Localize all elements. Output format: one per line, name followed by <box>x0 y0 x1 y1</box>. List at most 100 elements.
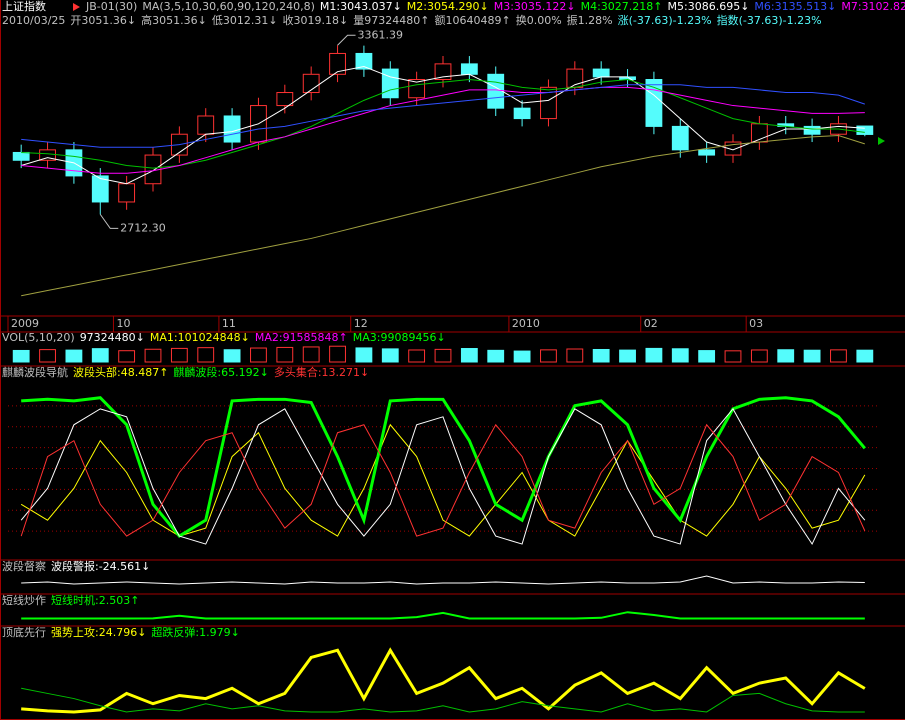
date-label: 12 <box>354 317 368 330</box>
volume-bar <box>856 349 874 363</box>
candle-body <box>434 63 452 81</box>
candle-body <box>381 68 399 99</box>
volume-bar <box>329 345 346 363</box>
volume-bar <box>197 347 215 363</box>
volume-bar <box>619 349 636 363</box>
volume-bar <box>276 346 294 363</box>
candle-body <box>460 63 478 75</box>
indicator-line <box>21 611 865 620</box>
volume-bar <box>39 349 56 363</box>
indicator-line <box>21 687 865 713</box>
candle-body <box>223 115 241 143</box>
volume-bar <box>381 348 399 363</box>
annotation: 3361.39 <box>358 28 404 41</box>
label-item: JB-01(30) <box>85 0 137 13</box>
label-item: MA3:99089456↓ <box>353 331 446 344</box>
candle-body <box>540 86 557 120</box>
candle-body <box>12 151 30 161</box>
volume-bar <box>487 349 505 363</box>
indicator-line <box>20 423 866 537</box>
date-label: 2010 <box>512 317 540 330</box>
label-item: 额10640489↑ <box>435 14 511 27</box>
volume-bar <box>777 349 795 363</box>
volume-bar <box>698 350 716 363</box>
title: 上证指数 <box>2 0 46 13</box>
volume-bar <box>118 350 136 363</box>
volume-bar <box>144 348 162 363</box>
indicator-line <box>21 575 865 585</box>
volume-bar <box>408 349 426 363</box>
annotation-leader <box>337 34 356 46</box>
panel-label: 麒麟波段导航 波段头部:48.487↑ 麒麟波段:65.192↓ 多头集合:13.27… <box>2 365 369 379</box>
volume-bar <box>170 347 188 363</box>
label-item: 短线时机:2.503↑ <box>51 593 139 607</box>
date-label: 2009 <box>11 317 39 330</box>
candle-body <box>671 125 689 151</box>
label-item: 顶底先行 <box>2 625 46 639</box>
label-item: 2010/03/25 <box>2 14 65 27</box>
indicator-line <box>21 84 865 148</box>
volume-bar <box>434 348 452 363</box>
volume-bar <box>750 349 768 363</box>
candle-body <box>513 107 531 120</box>
label-item: 超跌反弹:1.979↓ <box>151 625 239 639</box>
label-item: M6:3135.513↓ <box>754 0 836 13</box>
candle-body <box>39 149 56 161</box>
candle-body <box>645 79 663 127</box>
label-item: 波段督察 <box>2 559 46 573</box>
label-item: MA1:101024848↓ <box>150 331 250 344</box>
panel-label: 顶底先行 强势上攻:24.796↓ 超跌反弹:1.979↓ <box>2 625 240 639</box>
volume-bar <box>671 348 689 363</box>
annotation-leader <box>99 214 119 229</box>
label-item: 指数(-37.63)-1.23% <box>717 13 822 27</box>
panel-label: 短线炒作 短线时机:2.503↑ <box>2 593 139 607</box>
label-item: M3:3035.122↓ <box>494 0 576 13</box>
label-item: 开3051.36↓ <box>70 14 136 27</box>
candle-body <box>91 175 109 203</box>
volume-bar <box>223 349 241 363</box>
indicator-line <box>21 86 865 174</box>
label-item: MA(3,5,10,30,60,90,120,240,8) <box>142 0 315 13</box>
volume-bar <box>540 349 557 363</box>
label-item: 麒麟波段:65.192↓ <box>173 365 268 379</box>
label-item: 多头集合:13.271↓ <box>274 365 369 379</box>
label-item: 97324480↓ <box>80 331 145 344</box>
header-row: JB-01(30) MA(3,5,10,30,60,90,120,240,8) M1… <box>85 0 905 13</box>
candle-body <box>487 73 505 109</box>
date-label: 03 <box>749 317 763 330</box>
indicator-line <box>21 65 865 185</box>
candle-body <box>197 115 215 135</box>
candle-body <box>355 52 373 70</box>
label-item: M7:3102.821↑ <box>841 0 905 13</box>
candle-body <box>856 125 874 135</box>
volume-bar <box>592 348 610 363</box>
date-label: 10 <box>116 317 130 330</box>
volume-bar <box>91 348 109 363</box>
volume-bar <box>830 349 847 363</box>
label-item: 短线炒作 <box>2 593 46 607</box>
label-item: MA2:91585848↑ <box>255 331 348 344</box>
candle-body <box>803 125 821 135</box>
label-item: 波段警报:-24.561↓ <box>51 559 150 573</box>
annotation: 2712.30 <box>120 221 166 234</box>
label-item: VOL(5,10,20) <box>2 331 75 344</box>
label-item: 低3012.31↓ <box>212 14 278 27</box>
candle-body <box>302 73 320 94</box>
menu-arrow[interactable] <box>73 3 80 11</box>
volume-bar <box>566 348 584 363</box>
date-label: 02 <box>644 317 658 330</box>
label-item: 收3019.18↓ <box>283 13 349 27</box>
indicator-line <box>21 647 866 714</box>
candle-body <box>329 52 346 75</box>
candle-body <box>276 92 294 107</box>
label-item: 涨(-37.63)-1.23% <box>618 14 712 27</box>
label-item: M2:3054.290↓ <box>407 0 489 13</box>
volume-bar <box>65 349 83 363</box>
candle-body <box>118 183 136 203</box>
label-item: 波段头部:48.487↑ <box>73 365 168 379</box>
volume-bar <box>724 350 742 363</box>
label-item: M4:3027.218↑ <box>581 0 663 13</box>
volume-bar <box>803 349 821 363</box>
